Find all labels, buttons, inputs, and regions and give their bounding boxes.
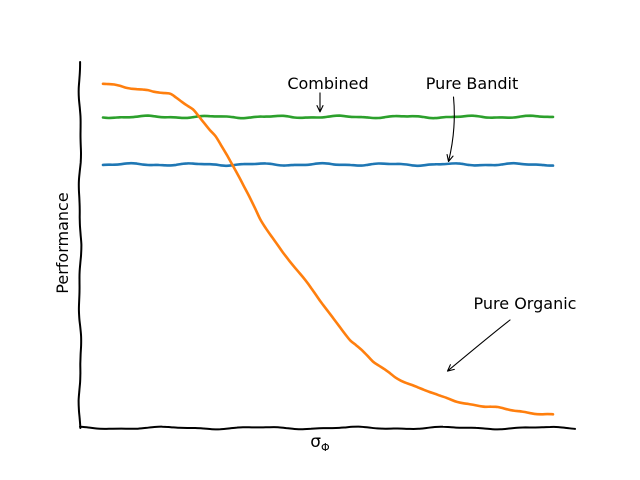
pure-bandit-annotation-label: Pure Bandit (426, 74, 518, 93)
combined-annotation-arrow (316, 92, 324, 113)
x-axis-label-main: σ (310, 432, 321, 452)
series-layer (101, 82, 555, 416)
series-line-pure-organic (101, 82, 555, 416)
x-axis-label-subscript: Φ (321, 441, 330, 454)
pure-organic-annotation-label: Pure Organic (474, 294, 577, 313)
x-axis (79, 425, 576, 431)
annotation-layer: Combined Pure Bandit Pure Organic (287, 74, 577, 372)
pure-bandit-annotation-arrow (446, 96, 455, 163)
series-line-combined (101, 114, 555, 120)
combined-annotation-label: Combined (287, 74, 368, 93)
pure-organic-annotation-arrow (446, 319, 511, 372)
y-axis-label: Performance (53, 192, 72, 293)
y-axis (77, 61, 83, 429)
series-line-pure-bandit (101, 161, 555, 168)
x-axis-label: σΦ (310, 432, 330, 454)
axes-layer (77, 61, 576, 431)
